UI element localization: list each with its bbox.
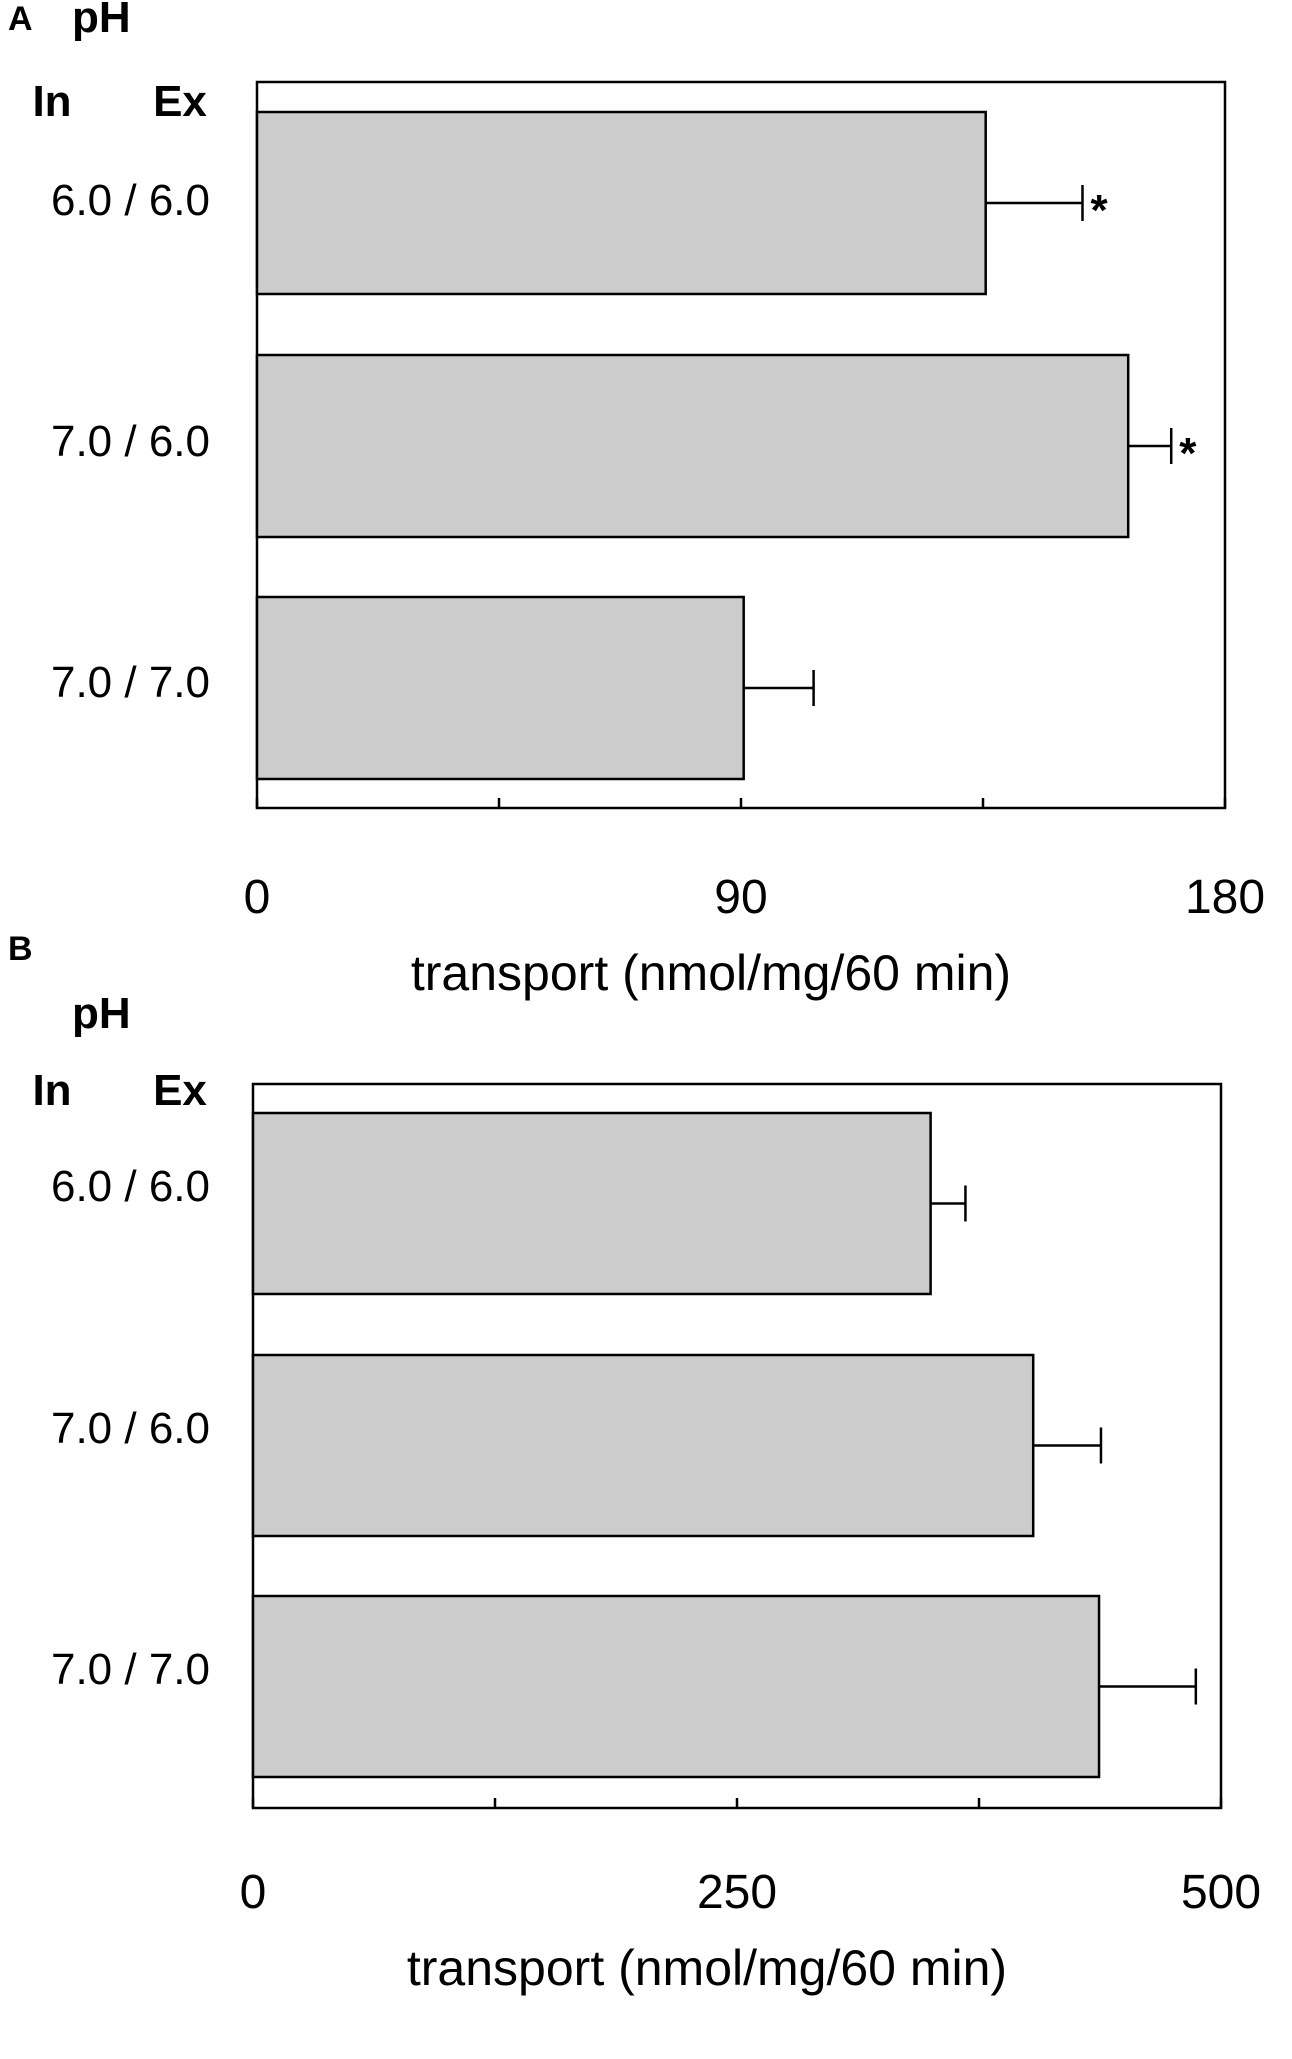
x-tick-label-2: 250 [697,1866,777,1919]
panel-label: B [8,930,33,968]
x-tick-label-0: 0 [244,871,271,924]
category-label-0: 6.0 / 6.0 [51,176,210,225]
panel-label: A [8,0,33,38]
x-tick-label-2: 90 [714,871,767,924]
bar-0 [255,110,987,296]
category-label-1: 7.0 / 6.0 [51,417,210,466]
x-axis-label: transport (nmol/mg/60 min) [407,1940,1007,1996]
x-axis-label: transport (nmol/mg/60 min) [411,945,1011,1001]
category-label-2: 7.0 / 7.0 [51,658,210,707]
column-header-in: In [32,77,71,126]
x-tick-label-4: 500 [1181,1866,1261,1919]
category-label-1: 7.0 / 6.0 [51,1404,210,1453]
ph-header: pH [72,989,131,1038]
category-label-0: 6.0 / 6.0 [51,1162,210,1211]
column-header-in: In [32,1066,71,1115]
bar-2 [251,1594,1101,1779]
significance-star-0: * [1090,186,1108,235]
column-header-ex: Ex [153,77,207,126]
column-header-ex: Ex [153,1066,207,1115]
x-tick-label-4: 180 [1185,871,1265,924]
bar-1 [255,353,1130,539]
bar-1 [251,1353,1035,1538]
x-tick-label-0: 0 [240,1866,267,1919]
category-label-2: 7.0 / 7.0 [51,1645,210,1694]
ph-header: pH [72,0,131,42]
bar-2 [255,595,745,781]
bar-0 [251,1111,932,1296]
significance-star-1: * [1179,429,1197,478]
